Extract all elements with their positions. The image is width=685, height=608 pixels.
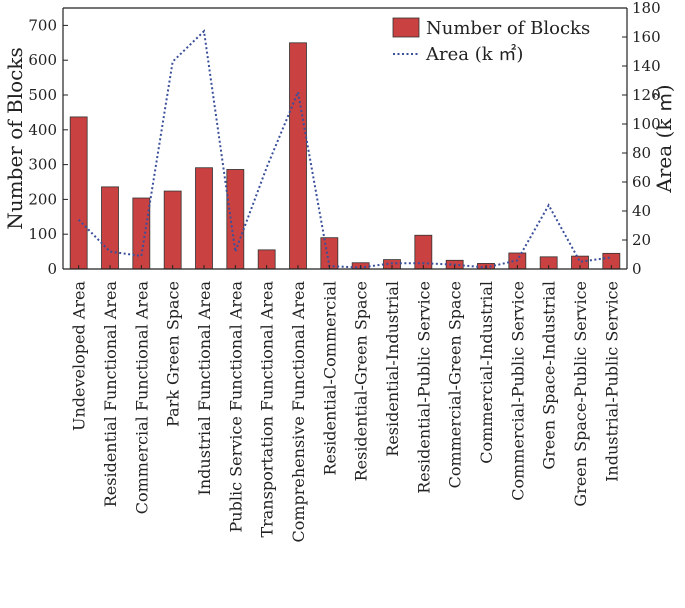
category-label: Commercial-Green Space [446,281,465,488]
category-label: Residential-Green Space [352,281,371,481]
category-label: Transportation Functional Area [258,281,277,538]
bar [163,190,182,270]
right-tick-label: 100 [632,115,661,133]
axes-layer: 0 100 200 300 400 500 600 700 0 20 40 60 80 100 120 140… [3,0,676,543]
left-tick-label: 400 [28,121,57,139]
right-tick-label: 80 [632,144,651,162]
legend: Number of Blocks Area (k ㎡) [392,17,590,65]
left-tick-label: 600 [28,51,57,69]
category-label: Green Space-Industrial [540,281,559,470]
bar [320,237,339,270]
category-label: Green Space-Public Service [571,281,590,507]
category-label: Residential-Public Service [414,281,433,494]
right-tick-label: 160 [632,28,661,46]
y-axis-title: Number of Blocks [3,47,27,229]
left-tick-label: 700 [28,16,57,34]
area-series-line [77,29,612,269]
category-label: Park Green Space [164,281,183,427]
bars-layer [69,42,621,270]
right-tick-label: 20 [632,231,651,249]
category-label: Comprehensive Functional Area [289,281,308,543]
bar [132,197,151,270]
bar [226,169,245,270]
left-tick-label: 100 [28,225,57,243]
left-tick-label: 500 [28,86,57,104]
right-tick-label: 40 [632,202,651,220]
right-tick-label: 140 [632,57,661,75]
category-label: Industrial Functional Area [195,281,214,496]
left-tick-label: 0 [47,260,57,278]
legend-label: Number of Blocks [426,18,590,39]
right-tick-label: 120 [632,86,661,104]
left-tick-label: 200 [28,190,57,208]
category-label: Commercial Functional Area [132,281,151,515]
bar [289,42,307,270]
right-tick-label: 180 [632,0,661,17]
bar [101,186,119,270]
bar [69,116,88,270]
category-label: Commercial-Public Service [508,281,527,501]
category-label: Industrial-Public Service [602,281,621,482]
category-label: Residential Functional Area [101,281,120,508]
category-label: Residential-Industrial [383,281,402,457]
legend-label: Area (k ㎡) [425,43,523,65]
y2-axis-title: Area (k ㎡) [652,84,676,193]
category-label: Undeveloped Area [70,281,89,431]
right-tick-label: 0 [632,260,642,278]
bar [195,167,213,270]
left-tick-label: 300 [28,156,57,174]
right-tick-label: 60 [632,173,651,191]
category-label: Residential-Commercial [320,281,339,476]
line-layer [77,29,612,269]
category-label: Public Service Functional Area [226,281,245,533]
legend-bar-swatch [392,17,420,38]
category-label: Commercial-Industrial [477,281,496,464]
